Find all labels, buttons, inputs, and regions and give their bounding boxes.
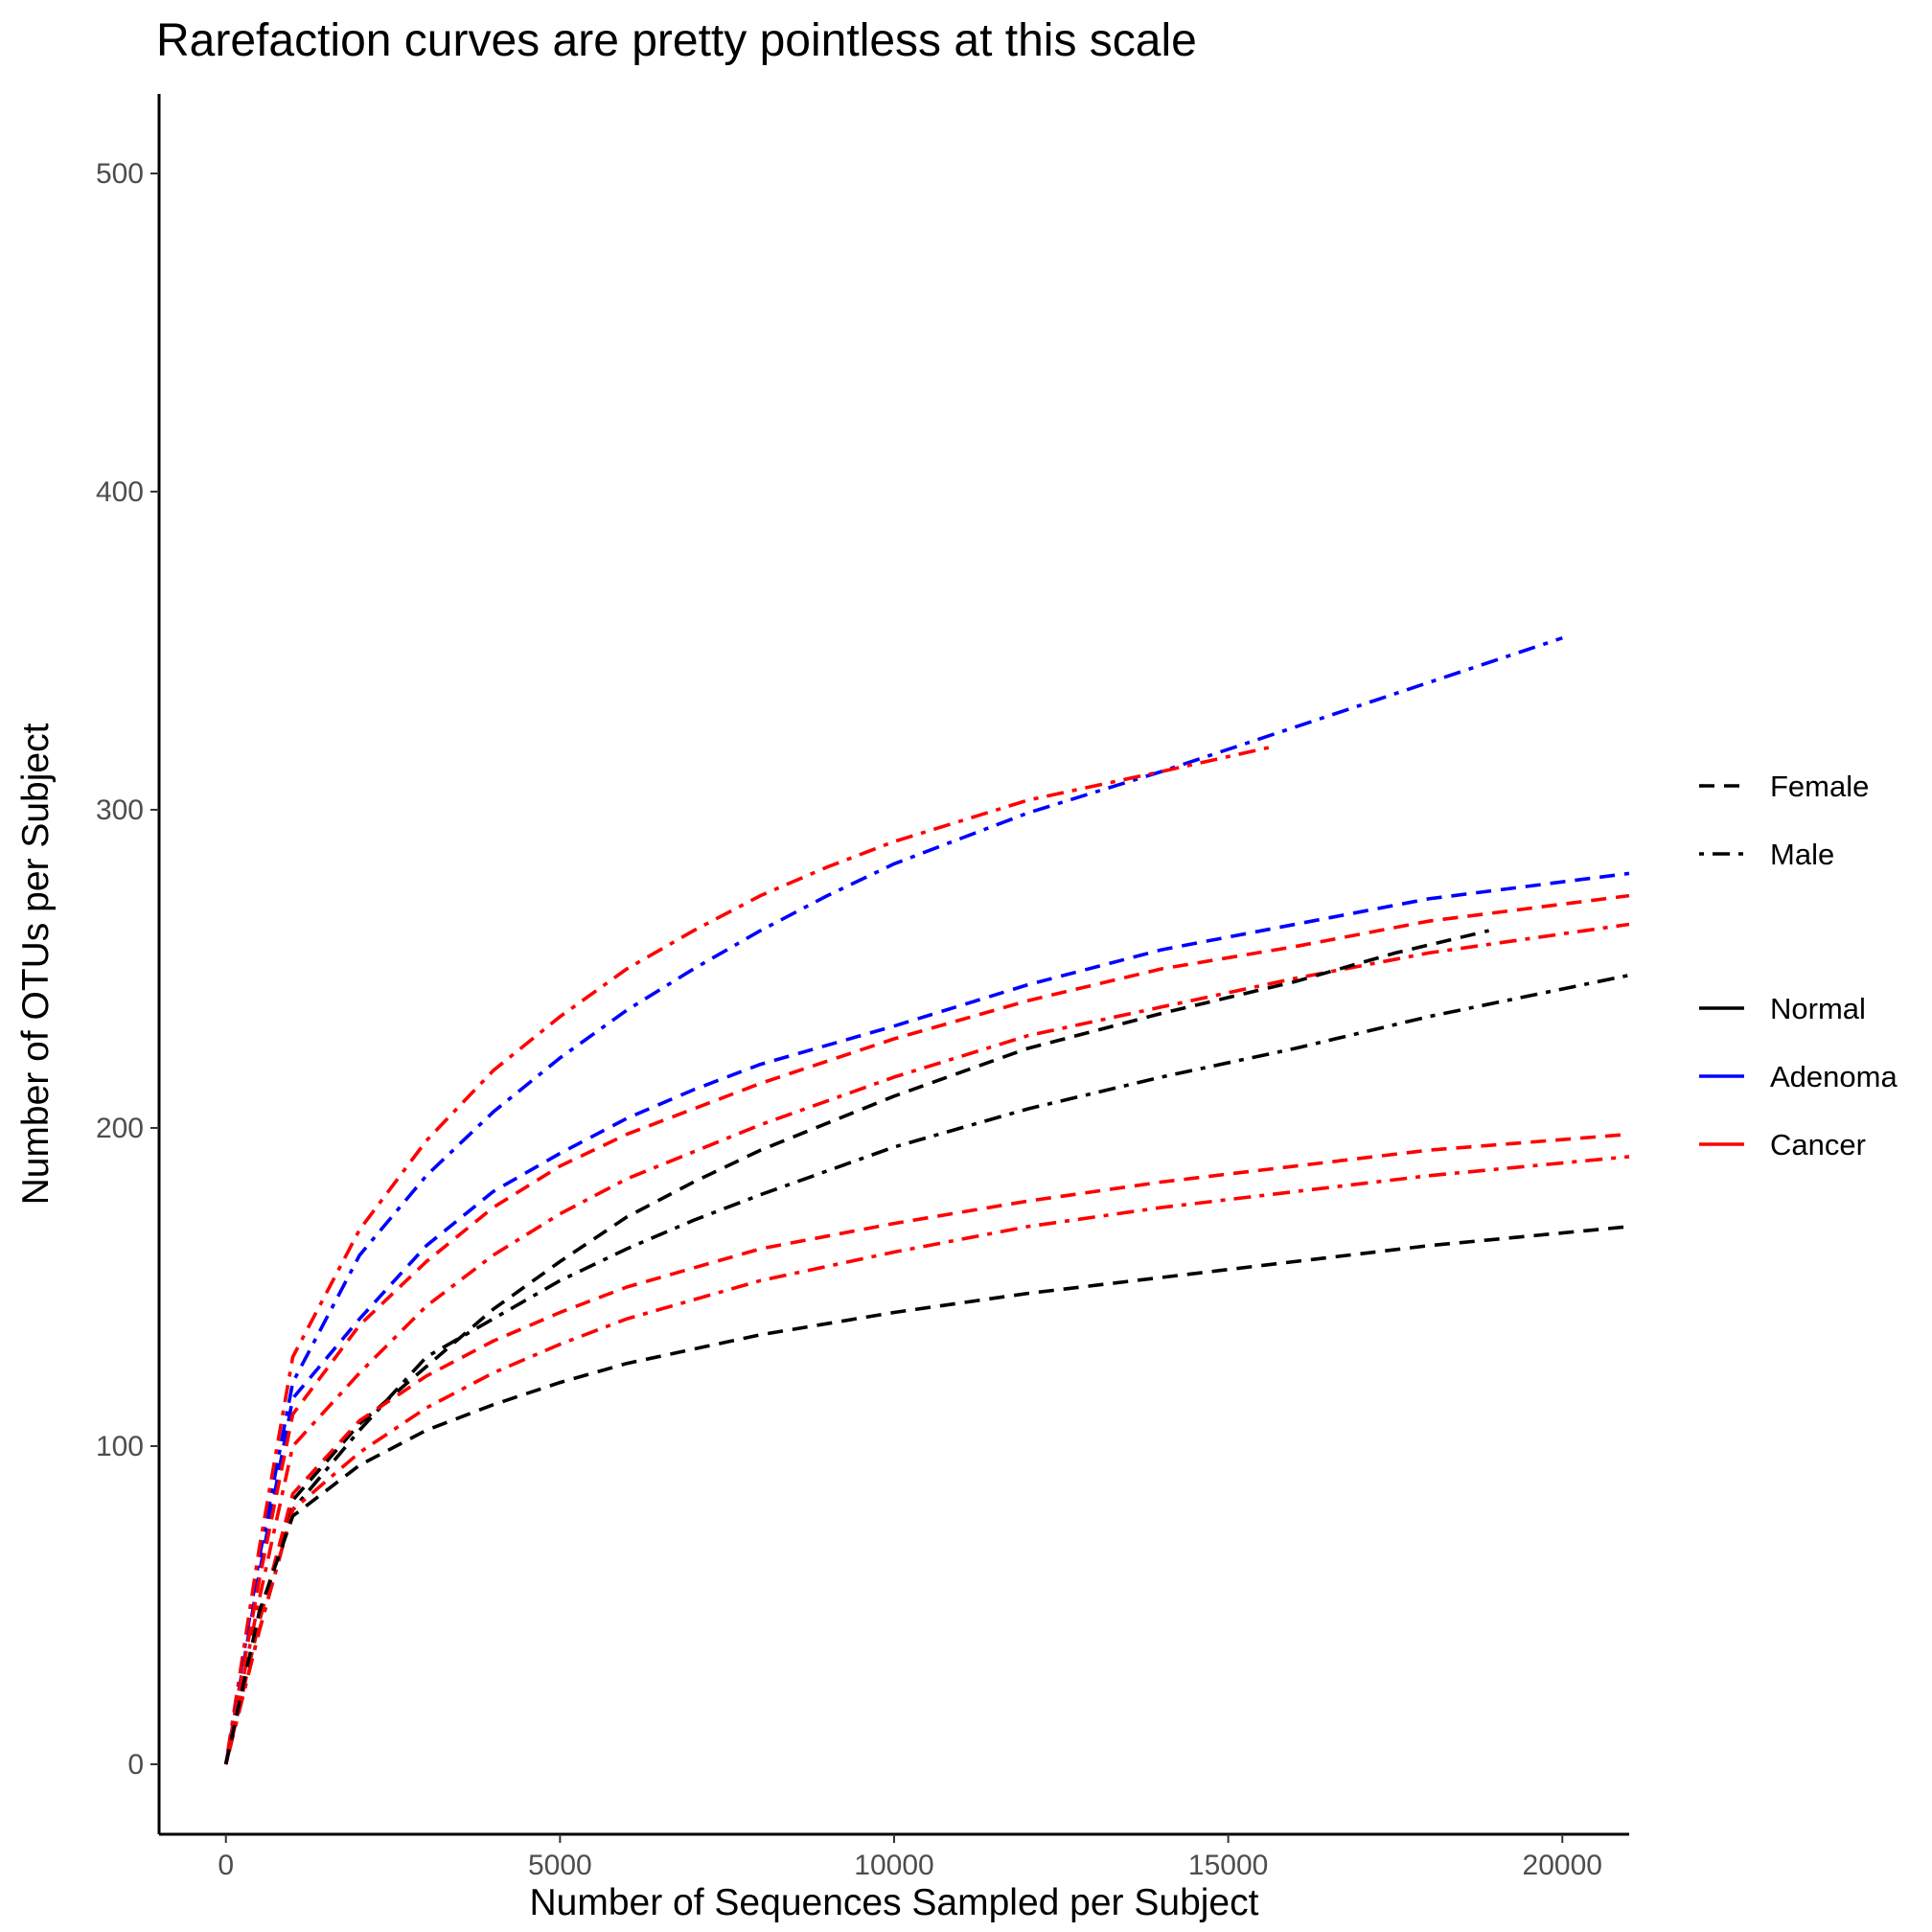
series-line-adenoma-male-1 xyxy=(223,635,1563,1765)
x-axis-title: Number of Sequences Sampled per Subject xyxy=(530,1882,1259,1923)
series-line-normal-male-7 xyxy=(223,973,1630,1765)
y-tick-label: 100 xyxy=(96,1431,144,1462)
axes xyxy=(157,94,1629,1836)
chart-title: Rarefaction curves are pretty pointless … xyxy=(156,15,1197,66)
series-line-normal-female-6 xyxy=(223,929,1490,1765)
x-tick-label: 5000 xyxy=(528,1850,592,1881)
series-layer xyxy=(223,635,1630,1765)
y-tick-label: 400 xyxy=(96,476,144,508)
series-line-cancer-female-4 xyxy=(223,893,1630,1765)
series-line-normal-female-10 xyxy=(223,1225,1630,1765)
legend-label-male: Male xyxy=(1770,838,1834,871)
y-tick-label: 500 xyxy=(96,158,144,190)
series-line-adenoma-female-3 xyxy=(223,871,1630,1765)
series-line-cancer-male-2 xyxy=(223,744,1276,1765)
series-line-cancer-male-9 xyxy=(223,1155,1630,1765)
ticks: 0 5000 10000 15000 20000 0 100 200 300 400 500 xyxy=(96,158,1602,1881)
legend: Female Male Normal Adenoma Cancer xyxy=(1699,770,1898,1162)
legend-label-adenoma: Adenoma xyxy=(1770,1060,1898,1093)
x-tick-label: 0 xyxy=(218,1850,234,1881)
y-tick-label: 300 xyxy=(96,794,144,826)
x-tick-label: 20000 xyxy=(1523,1850,1602,1881)
legend-label-cancer: Cancer xyxy=(1770,1128,1866,1162)
y-tick-label: 200 xyxy=(96,1113,144,1144)
x-tick-label: 15000 xyxy=(1188,1850,1268,1881)
series-line-cancer-female-8 xyxy=(223,1132,1630,1765)
y-tick-label: 0 xyxy=(127,1749,144,1781)
legend-label-female: Female xyxy=(1770,770,1869,803)
x-tick-label: 10000 xyxy=(854,1850,933,1881)
y-axis-title: Number of OTUs per Subject xyxy=(15,723,57,1205)
legend-label-normal: Normal xyxy=(1770,992,1866,1025)
series-line-cancer-male-5 xyxy=(223,922,1630,1765)
